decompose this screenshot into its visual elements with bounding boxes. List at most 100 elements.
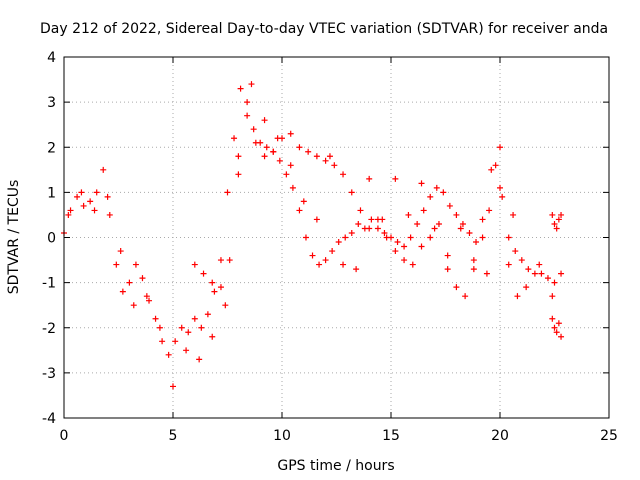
data-point — [499, 193, 506, 200]
data-point — [165, 351, 172, 358]
data-point — [126, 279, 133, 286]
data-point — [209, 279, 216, 286]
data-point — [551, 279, 558, 286]
data-point — [326, 153, 333, 160]
data-point — [466, 229, 473, 236]
data-point — [104, 193, 111, 200]
data-point — [348, 229, 355, 236]
x-axis-label: GPS time / hours — [277, 458, 394, 474]
x-tick-label-4: 20 — [491, 428, 509, 444]
data-point — [263, 144, 270, 151]
x-tick-label-1: 5 — [169, 428, 178, 444]
data-point — [279, 135, 285, 142]
data-point — [191, 261, 198, 268]
data-point — [544, 275, 551, 282]
data-point — [427, 193, 434, 200]
data-point — [366, 175, 373, 182]
data-point — [518, 257, 525, 264]
data-point — [296, 144, 303, 151]
data-point — [551, 324, 558, 331]
y-tick-label-3: -1 — [42, 276, 56, 292]
data-point — [283, 171, 290, 178]
data-point — [555, 320, 562, 327]
data-point — [287, 162, 294, 169]
data-point — [329, 248, 336, 255]
y-tick-label-5: 1 — [47, 185, 56, 201]
data-point — [296, 207, 303, 214]
data-point — [93, 189, 100, 196]
data-point — [200, 270, 207, 277]
data-point — [132, 261, 139, 268]
y-tick-label-8: 4 — [47, 50, 56, 66]
data-point — [313, 216, 320, 223]
data-point — [479, 216, 486, 223]
data-point — [185, 329, 192, 336]
data-point — [549, 211, 556, 218]
data-point — [143, 293, 150, 300]
data-point — [87, 198, 94, 205]
data-point — [289, 184, 296, 191]
data-point — [300, 198, 307, 205]
data-point — [139, 275, 146, 282]
data-point — [340, 171, 347, 178]
data-point — [510, 211, 517, 218]
data-point — [305, 148, 312, 155]
grid — [64, 57, 609, 418]
data-point — [309, 252, 316, 259]
data-point — [316, 261, 323, 268]
data-point — [65, 211, 72, 218]
data-point — [342, 234, 349, 241]
data-point — [152, 315, 159, 322]
data-point — [209, 333, 216, 340]
data-point — [492, 162, 499, 169]
data-point — [244, 99, 251, 106]
data-point — [78, 189, 85, 196]
data-point — [211, 288, 218, 295]
data-point — [355, 220, 362, 227]
data-point — [156, 324, 163, 331]
data-point — [470, 257, 477, 264]
data-point — [237, 85, 244, 92]
data-point — [287, 130, 294, 137]
data-point — [433, 184, 440, 191]
data-point — [558, 270, 565, 277]
data-point — [270, 148, 277, 155]
data-point — [440, 189, 447, 196]
data-point — [91, 207, 98, 214]
data-point — [217, 257, 224, 264]
data-point — [549, 293, 556, 300]
data-point — [276, 157, 283, 164]
axis-ticks: 0 5 10 15 20 25 -4 -3 -2 -1 0 1 2 3 4 — [42, 50, 618, 444]
plot-frame — [63, 56, 610, 419]
data-point — [435, 220, 442, 227]
chart-title: Day 212 of 2022, Sidereal Day-to-day VTE… — [40, 21, 608, 37]
data-point — [191, 315, 198, 322]
data-point — [531, 270, 538, 277]
data-point — [418, 243, 425, 250]
data-point — [414, 220, 421, 227]
data-point — [100, 166, 107, 173]
data-point — [444, 252, 451, 259]
data-point — [446, 202, 453, 209]
data-point — [196, 356, 203, 363]
y-tick-label-2: -2 — [42, 321, 56, 337]
data-point — [497, 144, 503, 151]
data-point — [394, 239, 401, 246]
data-point — [381, 229, 388, 236]
series-2 — [191, 112, 521, 300]
y-axis-label: SDTVAR / TECUs — [6, 180, 22, 295]
y-tick-label-0: -4 — [42, 411, 56, 427]
data-point — [536, 261, 543, 268]
y-tick-label-7: 3 — [47, 95, 56, 111]
data-point — [226, 257, 233, 264]
data-point — [357, 207, 364, 214]
data-point — [80, 202, 87, 209]
x-tick-label-2: 10 — [273, 428, 291, 444]
data-point — [331, 162, 338, 169]
data-point — [322, 257, 329, 264]
data-point — [146, 297, 153, 304]
data-point — [204, 311, 211, 318]
data-point — [483, 270, 490, 277]
data-point — [427, 234, 434, 241]
